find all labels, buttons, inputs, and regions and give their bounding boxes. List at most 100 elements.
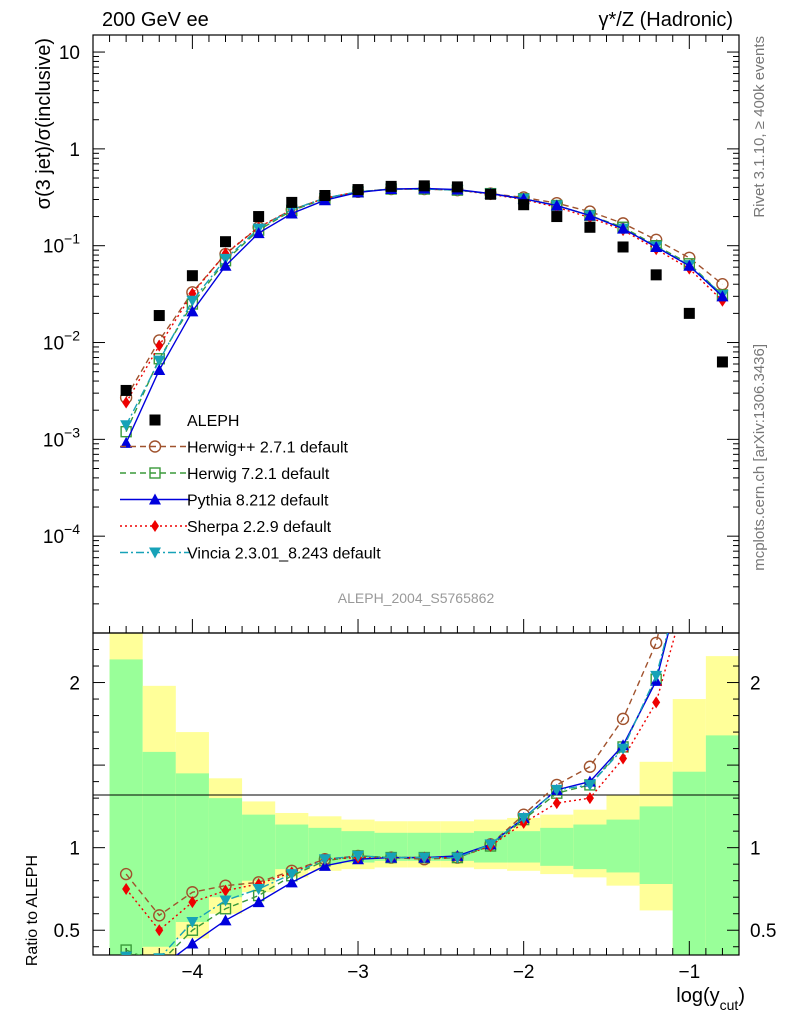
inner-band-bin-3	[208, 798, 243, 898]
header-energy-label: 200 GeV ee	[102, 9, 209, 31]
ratio-point-vincia	[318, 854, 331, 866]
ratio-point-sherpa	[652, 696, 661, 709]
legend-marker-vincia	[149, 547, 161, 559]
main-point-data	[220, 236, 232, 248]
ratio-point-sherpa	[619, 752, 628, 765]
main-y-tick-label-3: 10−2	[43, 328, 80, 355]
ratio-point-vincia	[617, 743, 630, 755]
ratio-point-vincia	[120, 951, 133, 955]
ratio-point-herwigpp	[616, 712, 630, 726]
x-tick-label-1: −3	[347, 962, 369, 983]
main-line-pythia	[125, 187, 723, 444]
main-point-pythia	[550, 199, 563, 211]
legend: ALEPH Herwig++ 2.7.1 default Herwig 7.2.1 …	[120, 413, 381, 563]
ratio-point-sherpa	[122, 882, 131, 895]
main-line-sherpa	[125, 188, 723, 403]
legend-label-data: ALEPH	[187, 413, 239, 430]
ratio-series-layer	[119, 264, 728, 970]
ratio-point-vincia	[252, 883, 265, 895]
ratio-y-axis-title: Ratio to ALEPH	[24, 855, 41, 966]
legend-label-vincia: Vincia 2.3.01_8.243 default	[187, 546, 381, 563]
ratio-point-pythia	[120, 959, 132, 970]
ratio-point-pythia	[252, 896, 265, 908]
ratio-point-vincia	[583, 779, 596, 791]
ratio-point-vincia	[550, 784, 563, 796]
ratio-point-herwig7	[120, 944, 132, 955]
main-point-data	[352, 184, 364, 196]
main-point-pythia	[120, 436, 133, 448]
ratio-point-vincia	[683, 545, 695, 556]
ratio-point-pythia	[219, 914, 232, 926]
main-point-data	[418, 180, 430, 192]
main-point-data	[683, 307, 695, 319]
inner-band-bin-16	[639, 806, 673, 884]
inner-band-bin-12	[507, 831, 541, 863]
legend-marker-data	[149, 414, 161, 426]
main-y-tick-label-5: 10−4	[43, 521, 80, 548]
main-plot-frame	[92, 34, 740, 634]
main-line-herwig7	[125, 188, 723, 432]
main-point-data	[650, 269, 662, 281]
mcplots-label: mcplots.cern.ch [arXiv:1306.3436]	[751, 344, 768, 571]
x-axis-title: log(ycut)	[676, 985, 745, 1013]
ratio-point-sherpa	[552, 797, 561, 810]
ratio-point-vincia	[517, 812, 530, 824]
ratio-point-herwig7	[717, 347, 727, 357]
ratio-point-sherpa	[221, 884, 230, 897]
ratio-point-sherpa	[188, 896, 197, 909]
main-point-pythia	[285, 207, 298, 219]
ratio-point-herwigpp	[717, 264, 728, 275]
legend-label-herwigpp: Herwig++ 2.7.1 default	[187, 440, 349, 457]
inner-band-bin-1	[142, 751, 176, 947]
ratio-point-vincia	[219, 895, 232, 907]
main-point-vincia	[153, 355, 166, 367]
ratio-y-tick-label-1: 1	[69, 839, 80, 860]
main-y-tick-label-2: 10−1	[43, 231, 80, 258]
legend-marker-herwigpp	[148, 440, 162, 453]
main-point-data	[584, 221, 596, 233]
main-point-data	[617, 241, 629, 253]
main-point-pythia	[219, 259, 232, 271]
ratio-plot-frame	[92, 632, 740, 956]
ratio-point-vincia	[352, 850, 365, 862]
inner-band-bin-0	[109, 659, 143, 955]
main-point-data	[716, 356, 728, 368]
legend-label-pythia: Pythia 8.212 default	[187, 493, 329, 510]
ratio-point-herwig7	[684, 545, 694, 555]
ratio-point-herwigpp	[153, 909, 166, 922]
main-point-pythia	[153, 364, 166, 376]
ratio-point-vincia	[285, 869, 298, 881]
inner-band-bin-4	[242, 814, 276, 881]
ratio-point-sherpa	[718, 379, 726, 391]
main-point-data	[551, 211, 563, 223]
legend-marker-herwig7	[149, 467, 161, 479]
main-line-herwigpp	[125, 188, 723, 398]
ratio-point-vincia	[385, 852, 398, 864]
ratio-point-pythia	[716, 346, 728, 357]
inner-band-bin-15	[606, 819, 640, 873]
x-tick-label-2: −2	[513, 962, 535, 983]
ratio-y-tick-label-right-0: 0.5	[750, 921, 776, 942]
main-point-data	[518, 199, 530, 211]
main-point-pythia	[716, 290, 729, 302]
main-point-pythia	[617, 222, 630, 234]
analysis-id-label: ALEPH_2004_S5765862	[338, 590, 495, 606]
ratio-point-vincia	[484, 839, 497, 851]
inner-band-bin-18	[705, 735, 739, 955]
ratio-point-vincia	[716, 331, 728, 342]
main-point-vincia	[219, 253, 232, 265]
ratio-point-vincia	[418, 852, 431, 864]
ratio-point-herwigpp	[119, 867, 133, 881]
ratio-point-vincia	[153, 953, 166, 955]
ratio-y-tick-label-right-2: 2	[750, 674, 761, 695]
main-point-sherpa	[122, 396, 131, 409]
ratio-point-sherpa	[685, 577, 693, 589]
main-point-vincia	[120, 420, 133, 432]
main-point-data	[253, 211, 265, 223]
main-point-pythia	[252, 227, 265, 239]
main-line-vincia	[125, 188, 723, 426]
main-point-data	[319, 189, 331, 201]
x-axis: −4 −3 −2 −1	[92, 35, 740, 983]
main-point-vincia	[186, 295, 199, 307]
